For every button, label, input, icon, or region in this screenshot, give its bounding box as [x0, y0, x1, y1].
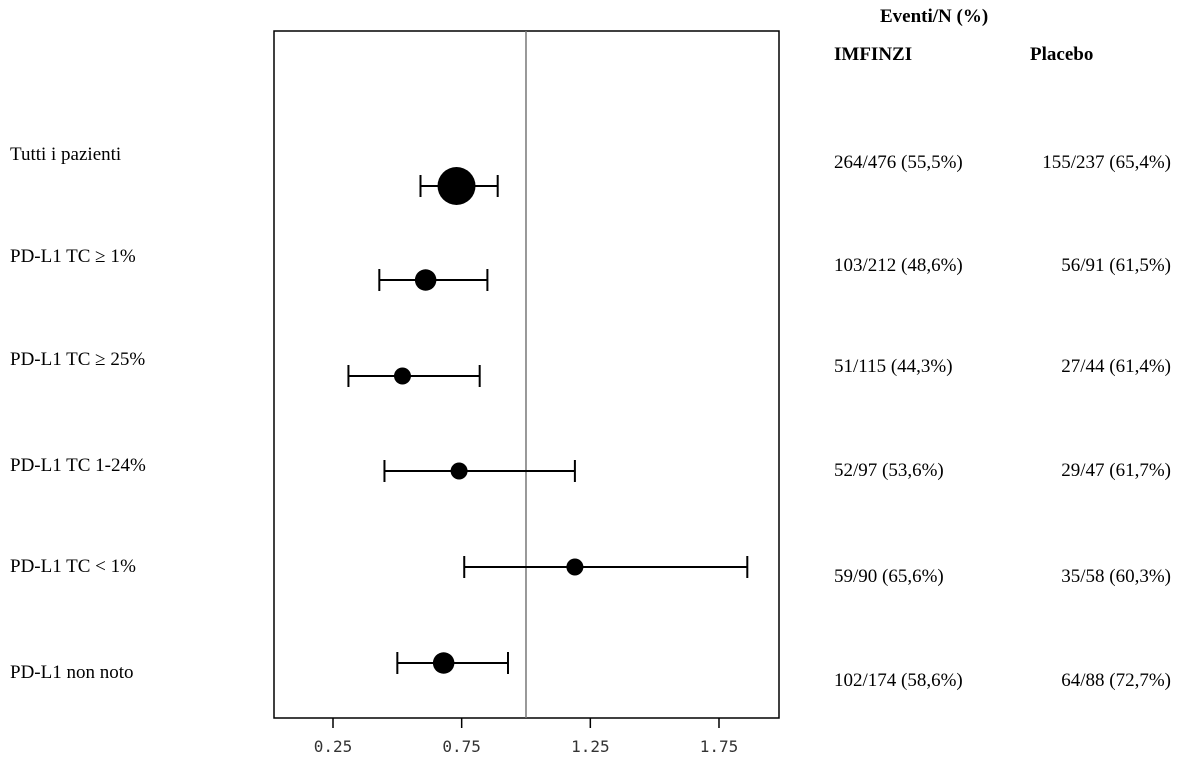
point-estimate — [393, 367, 411, 385]
x-tick-label: 0.25 — [314, 737, 353, 756]
row-label: Tutti i pazienti — [10, 144, 122, 165]
placebo-cell: 155/237 (65,4%) — [1042, 152, 1171, 173]
x-axis: 0.25 0.75 1.25 1.75 — [314, 718, 739, 756]
placebo-cell: 64/88 (72,7%) — [1061, 670, 1171, 691]
row-label: PD-L1 non noto — [10, 662, 134, 683]
placebo-cell: 27/44 (61,4%) — [1061, 356, 1171, 377]
imfinzi-column-header: IMFINZI — [834, 44, 913, 65]
point-estimate — [450, 462, 468, 480]
placebo-cell: 35/58 (60,3%) — [1061, 566, 1171, 587]
row-label: PD-L1 TC ≥ 25% — [10, 349, 146, 370]
events-header: Eventi/N (%) — [880, 6, 989, 27]
placebo-cell: 29/47 (61,7%) — [1061, 460, 1171, 481]
x-tick-label: 1.75 — [700, 737, 739, 756]
row-label: PD-L1 TC < 1% — [10, 556, 136, 577]
point-estimate — [414, 269, 437, 291]
row-label: PD-L1 TC ≥ 1% — [10, 246, 136, 267]
imfinzi-cell: 264/476 (55,5%) — [834, 152, 963, 173]
imfinzi-cell: 103/212 (48,6%) — [834, 255, 963, 276]
imfinzi-cell: 52/97 (53,6%) — [834, 460, 944, 481]
point-estimate — [566, 558, 584, 576]
estimates — [347, 167, 749, 674]
imfinzi-cell: 51/115 (44,3%) — [834, 356, 953, 377]
x-tick-label: 0.75 — [442, 737, 481, 756]
point-estimate — [437, 167, 476, 205]
x-tick-label: 1.25 — [571, 737, 610, 756]
imfinzi-cell: 59/90 (65,6%) — [834, 566, 944, 587]
row-label: PD-L1 TC 1-24% — [10, 455, 146, 476]
placebo-cell: 56/91 (61,5%) — [1061, 255, 1171, 276]
placebo-column-header: Placebo — [1030, 44, 1094, 65]
imfinzi-cell: 102/174 (58,6%) — [834, 670, 963, 691]
point-estimate — [432, 652, 455, 674]
